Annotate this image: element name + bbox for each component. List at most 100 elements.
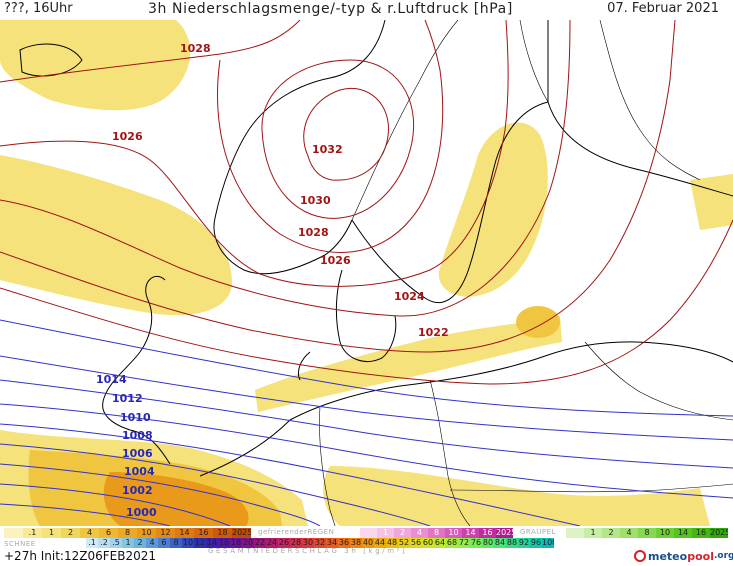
- border-germany-poland: [429, 379, 471, 526]
- isobar-1002-line: [0, 483, 231, 526]
- logo-text-org: .org: [713, 551, 733, 561]
- rain-swatch: [4, 528, 23, 538]
- precip-area-norwegian-sea: [0, 155, 232, 316]
- snow-swatch: 28: [290, 538, 302, 548]
- snow-swatch: 96: [530, 538, 542, 548]
- freezing-rain-swatch: [360, 528, 377, 538]
- rain-swatch: 16: [194, 528, 213, 538]
- snow-swatch: 56: [410, 538, 422, 548]
- isobar-1026-line: [0, 20, 509, 287]
- isobar-label-1010: 1010: [120, 411, 151, 424]
- snow-swatch: 24: [266, 538, 278, 548]
- snow-swatch: 36: [338, 538, 350, 548]
- freezing-rain-swatch: 16: [479, 528, 496, 538]
- border-finland-russia: [599, 20, 701, 181]
- logo-text-meteo: meteo: [648, 549, 688, 563]
- graupel-swatch: 1: [584, 528, 602, 538]
- snow-swatch: 76: [470, 538, 482, 548]
- isobar-label-1006: 1006: [122, 447, 153, 460]
- graupel-swatch: 16: [692, 528, 710, 538]
- freezing-rain-swatch: 1: [377, 528, 394, 538]
- precip-area-southwest-core: [103, 472, 249, 526]
- snow-swatch: 84: [494, 538, 506, 548]
- legend-axis-label: GESAMTNIEDERSCHLAG 3h [kg/m²]: [208, 547, 408, 555]
- isobar-label-1002: 1002: [122, 484, 153, 497]
- rain-swatch: 4: [80, 528, 99, 538]
- isobar-label-1004: 1004: [124, 465, 155, 478]
- forecast-time: ???, 16Uhr: [4, 1, 73, 16]
- isobar-1030-line: [261, 59, 415, 219]
- snow-swatch: 92: [518, 538, 530, 548]
- snow-swatch: 64: [434, 538, 446, 548]
- border-sweden-finland: [519, 20, 549, 103]
- isobar-1024-line: [0, 20, 571, 317]
- rain-swatch: 8: [118, 528, 137, 538]
- isobar-label-1022: 1022: [418, 326, 449, 339]
- graupel-swatch: 4: [620, 528, 638, 538]
- meteopool-logo[interactable]: meteo pool .org: [634, 548, 733, 564]
- snow-swatch: 34: [326, 538, 338, 548]
- snow-swatch: 100: [542, 538, 554, 548]
- isobar-label-1028-north: 1028: [180, 42, 211, 55]
- precip-area-northwest: [0, 20, 191, 111]
- snow-swatch: 30: [302, 538, 314, 548]
- snow-color-scale: .1.2.5 1 2 4 6 8 10 12 14 16 18 20 22 24 26 28 30 32 34 36 3…: [86, 538, 554, 548]
- freezing-rain-swatch: 4: [411, 528, 428, 538]
- snow-swatch: 48: [386, 538, 398, 548]
- snow-swatch: 18: [230, 538, 242, 548]
- snow-swatch: 22: [254, 538, 266, 548]
- snow-swatch: 4: [146, 538, 158, 548]
- snow-swatch: 12: [194, 538, 206, 548]
- map-title: 3h Niederschlagsmenge/-typ & r.Luftdruck…: [148, 1, 513, 17]
- isobar-label-1012: 1012: [112, 392, 143, 405]
- snow-swatch: 38: [350, 538, 362, 548]
- snow-swatch: 40: [362, 538, 374, 548]
- isobar-1000-line: [0, 503, 171, 526]
- precip-area-poland: [516, 306, 560, 338]
- freezing-rain-label: gefrierenderREGEN: [258, 528, 335, 536]
- snow-swatch: 72: [458, 538, 470, 548]
- forecast-date: 07. Februar 2021: [607, 1, 719, 16]
- meteopool-logo-icon: [634, 550, 646, 562]
- isobars-high: [0, 20, 733, 385]
- isobar-1020-line: [0, 219, 733, 385]
- rain-swatch: 18: [213, 528, 232, 538]
- rain-swatch: 2: [61, 528, 80, 538]
- graupel-swatch: 2025+: [710, 528, 728, 538]
- rain-swatch: 12: [156, 528, 175, 538]
- snow-swatch: .2: [98, 538, 110, 548]
- snow-swatch: 44: [374, 538, 386, 548]
- coast-britain: [102, 275, 171, 465]
- coast-iceland: [19, 43, 83, 77]
- isobar-1006-line: [0, 443, 431, 526]
- precip-area-baltic-strip: [255, 316, 562, 412]
- isobar-1010-line: [0, 403, 733, 499]
- precip-area-east: [690, 174, 733, 230]
- isobar-1028-line: [0, 20, 444, 253]
- graupel-swatch: 2: [602, 528, 620, 538]
- graupel-swatch: 8: [638, 528, 656, 538]
- isobar-1022-line: [0, 20, 676, 353]
- isobar-label-1000: 1000: [126, 506, 157, 519]
- coast-sweden: [351, 20, 549, 304]
- isobar-1032-line: [303, 88, 389, 181]
- rain-swatch: .1: [23, 528, 42, 538]
- isobars-low: [0, 319, 733, 526]
- isobar-1016-line: [0, 319, 733, 417]
- isobar-label-1030: 1030: [300, 194, 331, 207]
- precipitation-areas: [0, 20, 733, 526]
- isobar-label-1024: 1024: [394, 290, 425, 303]
- border-norway-sweden: [351, 20, 459, 221]
- freezing-rain-swatch: 8: [428, 528, 445, 538]
- snow-swatch: 26: [278, 538, 290, 548]
- rain-swatch: 14: [175, 528, 194, 538]
- isobar-1004-line: [0, 463, 321, 526]
- freezing-rain-swatch: 10: [445, 528, 462, 538]
- graupel-swatch: 10: [656, 528, 674, 538]
- snow-swatch: 10: [182, 538, 194, 548]
- snow-swatch: 88: [506, 538, 518, 548]
- border-poland-south: [449, 483, 733, 493]
